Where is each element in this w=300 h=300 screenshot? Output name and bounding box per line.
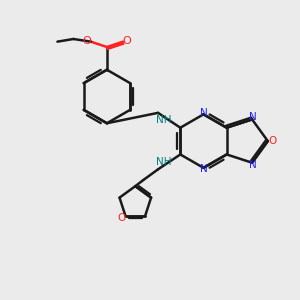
Text: NH: NH [156, 157, 172, 167]
Text: O: O [117, 213, 125, 223]
Text: N: N [249, 160, 256, 170]
Text: O: O [268, 136, 276, 146]
Text: N: N [200, 164, 207, 174]
Text: O: O [123, 36, 131, 46]
Text: N: N [200, 108, 207, 118]
Text: NH: NH [156, 115, 172, 125]
Text: O: O [82, 36, 91, 46]
Text: N: N [249, 112, 256, 122]
